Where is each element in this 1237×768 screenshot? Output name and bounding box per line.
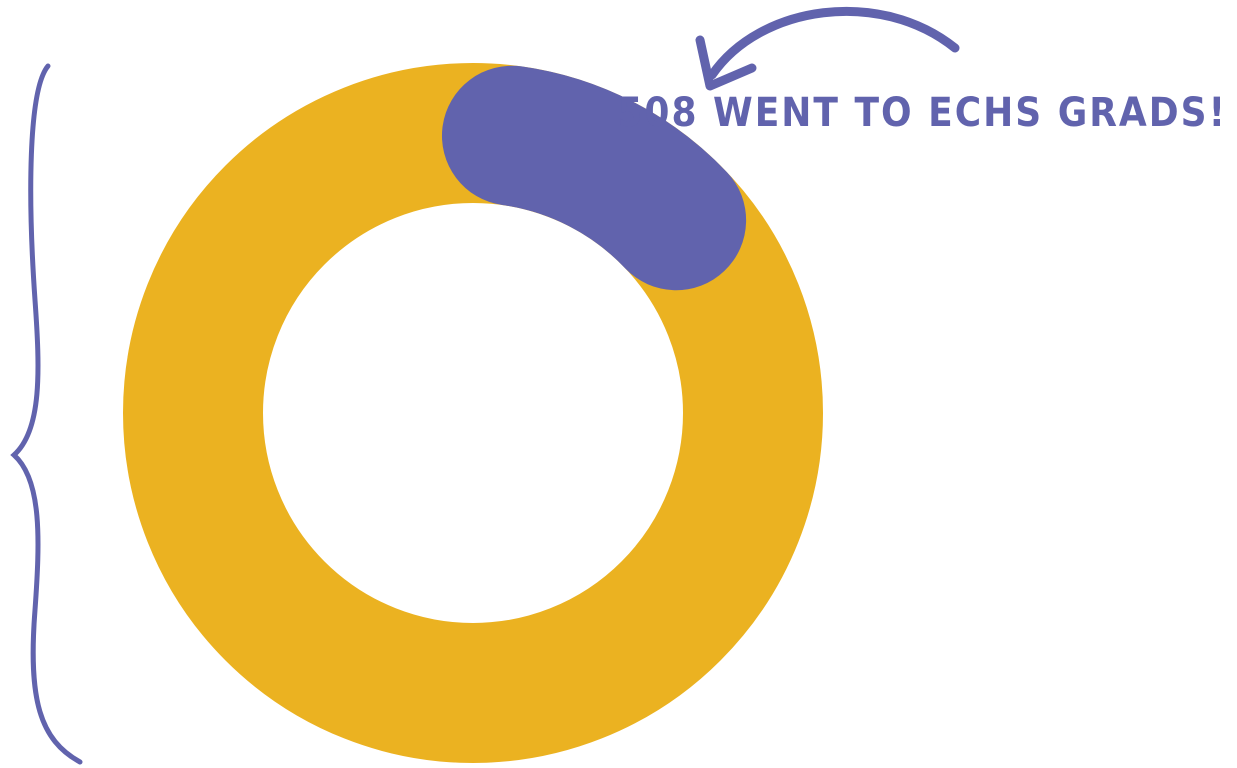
- arrow-head-icon: [695, 35, 757, 91]
- donut-slice-highlight: [441, 65, 747, 291]
- arrow-icon: [707, 7, 960, 80]
- left-brace-decoration: [10, 63, 83, 765]
- annotation-label: 508 WENT TO ECHS GRADS!: [617, 90, 1227, 136]
